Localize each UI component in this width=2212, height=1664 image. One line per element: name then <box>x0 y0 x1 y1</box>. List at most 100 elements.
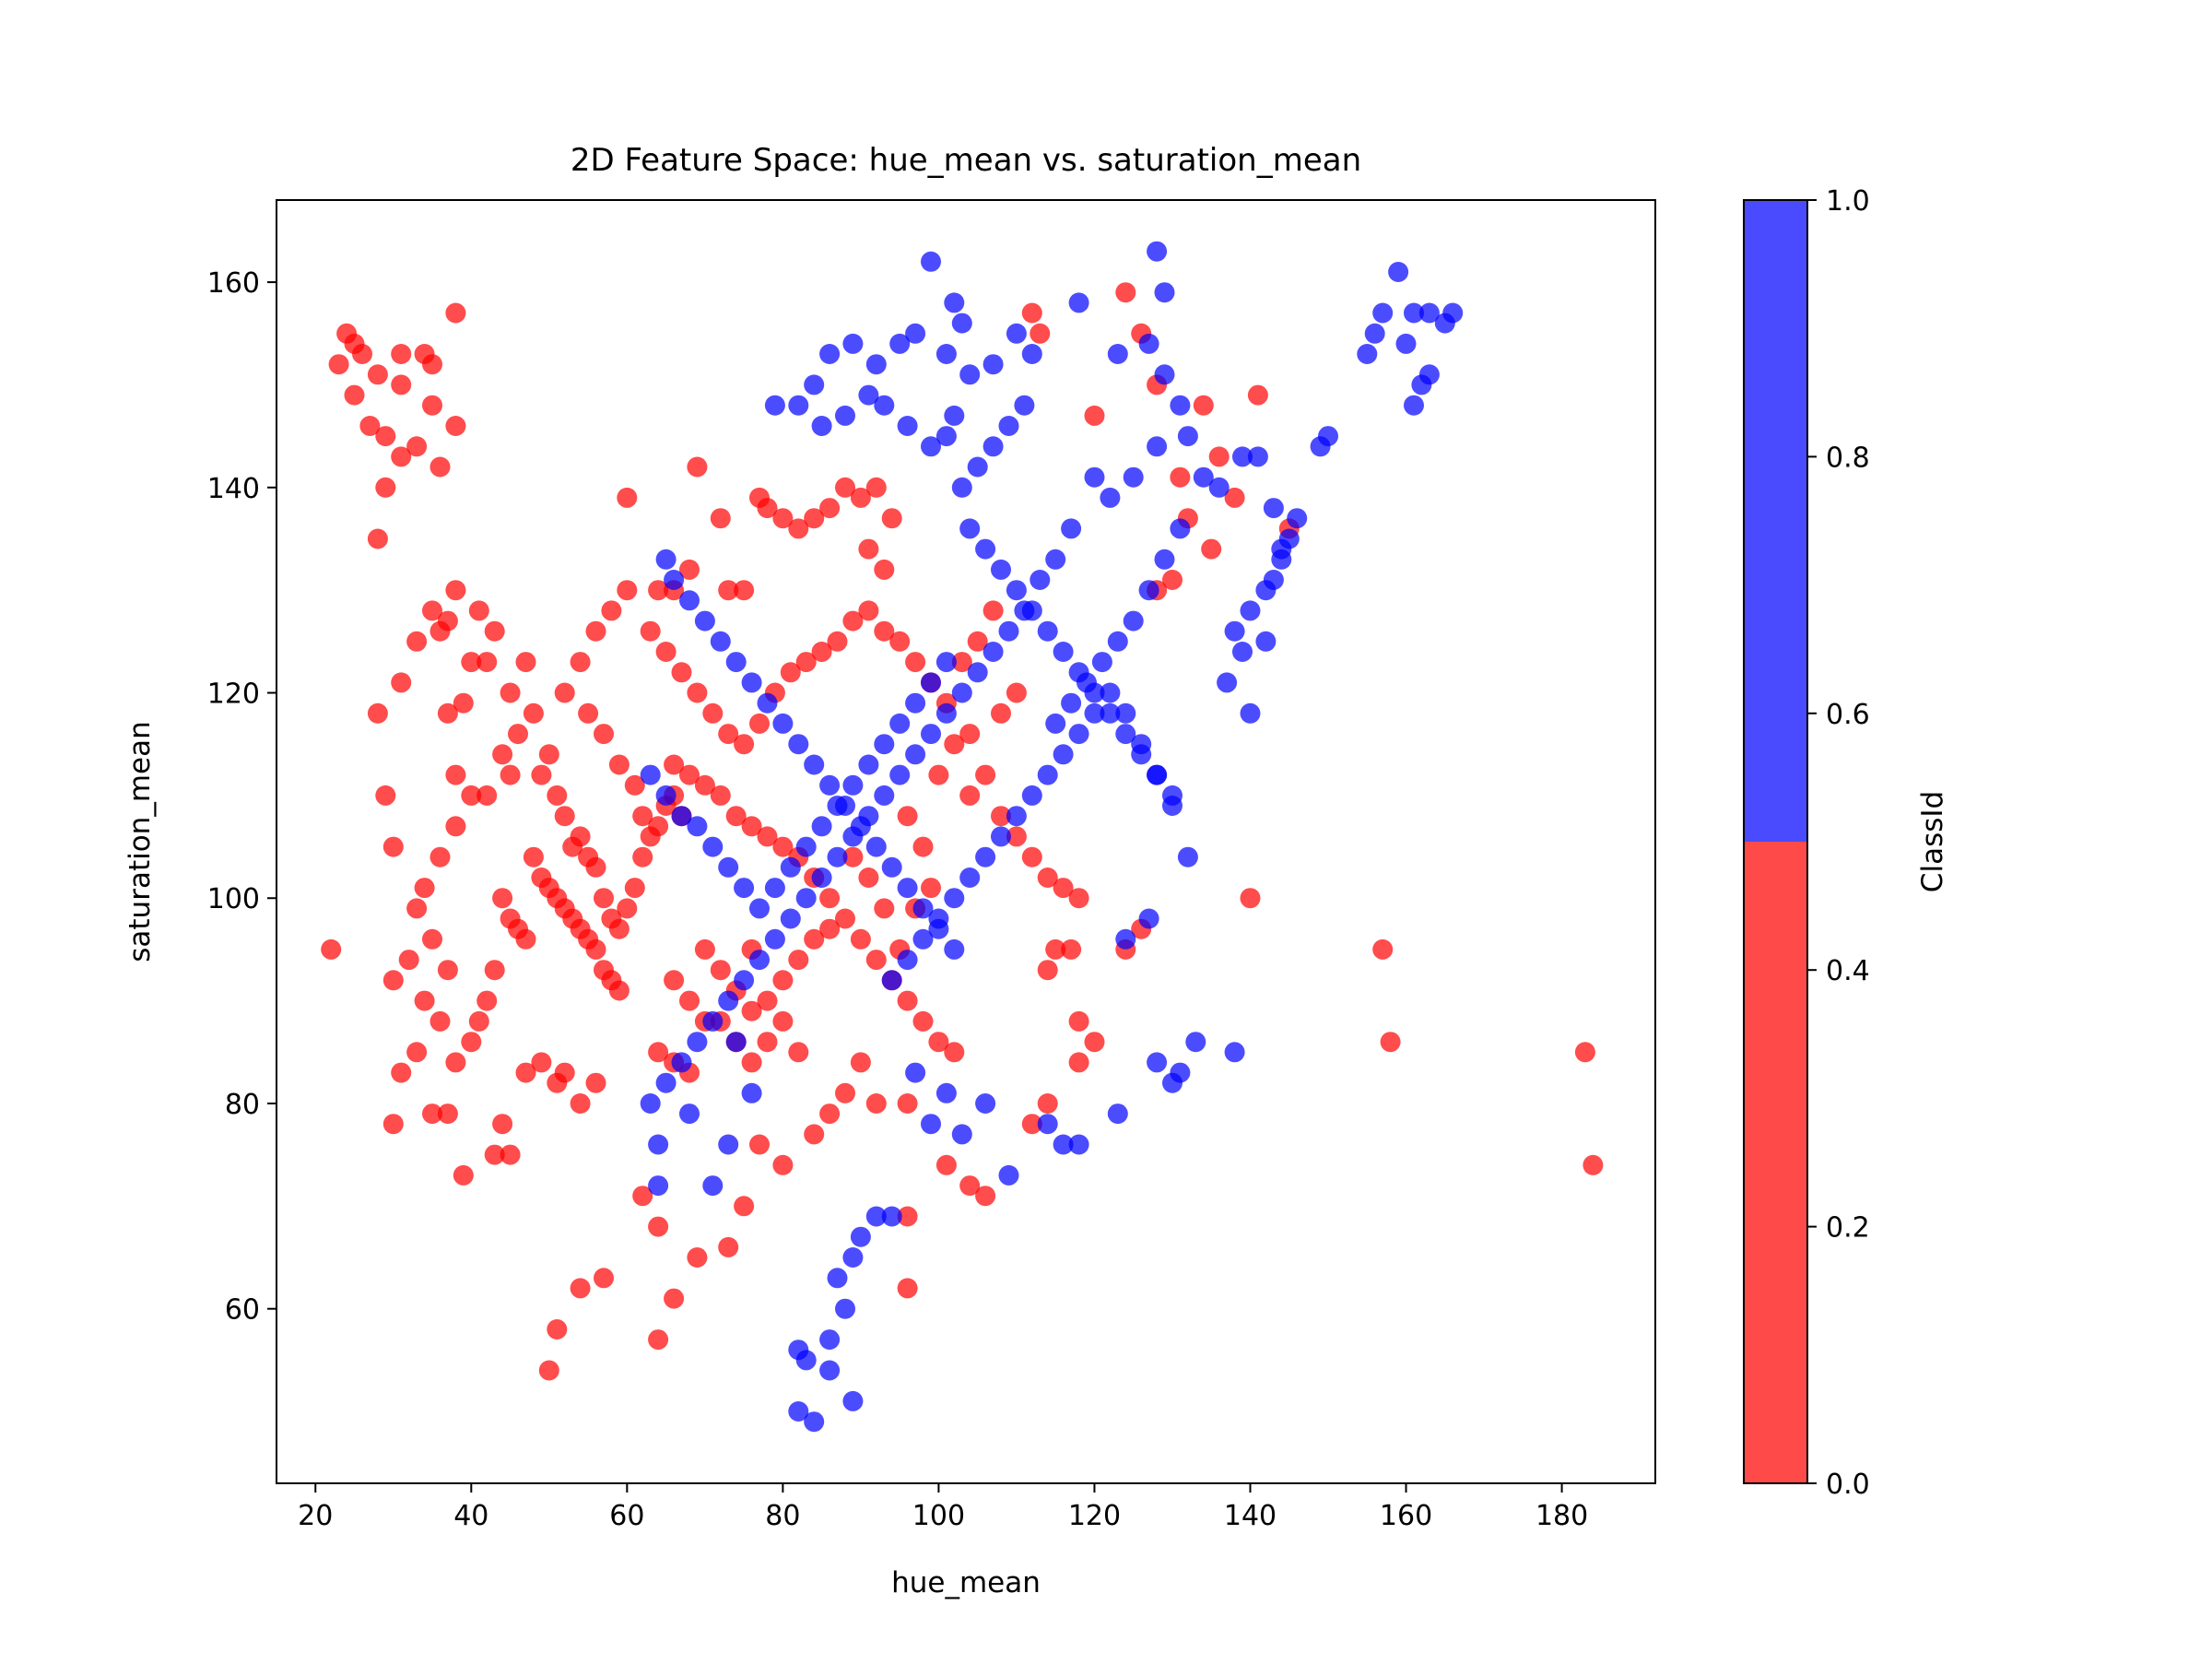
data-point-class-0 <box>468 600 489 621</box>
y-tick-label: 80 <box>225 1089 260 1121</box>
data-point-class-0 <box>788 518 809 539</box>
data-point-class-0 <box>772 1010 794 1032</box>
data-point-class-1 <box>1014 395 1035 416</box>
data-point-class-0 <box>897 1093 918 1114</box>
data-point-class-1 <box>1404 395 1424 416</box>
data-point-class-1 <box>991 826 1011 847</box>
data-point-class-1 <box>1193 466 1214 488</box>
data-point-class-0 <box>406 436 428 457</box>
data-point-class-1 <box>959 518 981 539</box>
data-point-class-0 <box>437 610 458 631</box>
x-tick-label: 60 <box>609 1500 644 1532</box>
data-point-class-0 <box>1084 405 1105 426</box>
colorbar-segment-class-1 <box>1744 200 1807 842</box>
y-tick-label: 120 <box>207 679 260 711</box>
data-point-class-0 <box>1583 1154 1604 1175</box>
data-point-class-0 <box>500 1144 521 1165</box>
data-point-class-0 <box>858 538 879 560</box>
colorbar-tick-label: 0.0 <box>1826 1469 1870 1501</box>
data-point-class-0 <box>858 867 879 888</box>
data-point-class-1 <box>1372 302 1394 324</box>
data-point-class-0 <box>500 682 521 703</box>
data-point-class-1 <box>764 928 785 950</box>
data-point-class-0 <box>819 918 841 939</box>
data-point-class-0 <box>757 990 778 1011</box>
x-axis-label: hue_mean <box>891 1566 1041 1599</box>
data-point-class-0 <box>975 764 996 785</box>
x-tick-label: 20 <box>298 1500 333 1532</box>
data-point-class-0 <box>445 580 466 601</box>
data-point-class-0 <box>1170 466 1191 488</box>
data-point-class-0 <box>500 764 521 785</box>
data-point-class-1 <box>951 682 972 703</box>
data-point-class-0 <box>594 1268 614 1289</box>
data-point-class-0 <box>531 764 552 785</box>
data-point-class-1 <box>1240 600 1261 621</box>
colorbar: 0.0 0.2 0.4 0.6 0.8 1.0 ClassId <box>1743 185 1949 1501</box>
data-point-class-0 <box>718 724 739 745</box>
data-point-class-0 <box>944 734 965 755</box>
data-point-class-0 <box>819 498 841 519</box>
data-point-class-1 <box>1006 580 1027 601</box>
data-point-class-1 <box>897 950 918 971</box>
data-point-class-0 <box>445 764 466 785</box>
data-point-class-1 <box>912 928 934 950</box>
data-point-class-1 <box>874 785 895 806</box>
data-point-class-0 <box>648 1042 669 1063</box>
colorbar-label: ClassId <box>1916 791 1949 892</box>
data-point-class-0 <box>772 970 794 991</box>
data-point-class-1 <box>1123 466 1144 488</box>
data-point-class-1 <box>842 774 864 796</box>
data-point-class-1 <box>835 1298 855 1319</box>
data-point-class-1 <box>842 1390 864 1411</box>
data-point-class-0 <box>671 662 692 683</box>
data-point-class-0 <box>492 888 513 909</box>
data-point-class-0 <box>538 1360 559 1381</box>
data-point-class-0 <box>391 672 412 693</box>
data-point-class-1 <box>1170 1062 1191 1083</box>
data-point-class-0 <box>687 1247 708 1268</box>
data-point-class-0 <box>617 487 638 508</box>
data-point-class-0 <box>648 816 669 837</box>
data-point-class-0 <box>523 846 544 867</box>
data-point-class-1 <box>741 672 762 693</box>
data-point-class-1 <box>718 990 739 1011</box>
data-point-class-0 <box>344 384 365 406</box>
data-point-class-0 <box>453 1164 474 1186</box>
data-point-class-1 <box>991 559 1011 580</box>
data-point-class-0 <box>842 610 864 631</box>
data-point-class-0 <box>1380 1032 1401 1053</box>
data-point-class-0 <box>523 702 544 724</box>
data-point-class-1 <box>655 1072 677 1093</box>
data-point-class-0 <box>648 1329 669 1351</box>
data-point-class-0 <box>1006 826 1027 847</box>
data-point-class-1 <box>640 1093 661 1114</box>
data-point-class-0 <box>422 354 442 375</box>
data-point-class-0 <box>1115 282 1136 303</box>
data-point-class-1 <box>1357 344 1378 364</box>
data-point-class-0 <box>414 878 435 899</box>
data-point-class-0 <box>321 938 342 960</box>
data-point-class-1 <box>694 610 715 631</box>
data-point-class-1 <box>1232 446 1253 467</box>
data-point-class-0 <box>594 888 614 909</box>
data-point-class-0 <box>718 580 739 601</box>
data-point-class-1 <box>1255 580 1277 601</box>
data-point-class-1 <box>1255 631 1277 652</box>
data-point-class-0 <box>694 774 715 796</box>
data-point-class-0 <box>858 600 879 621</box>
data-point-class-1 <box>1395 333 1417 354</box>
data-point-class-0 <box>375 785 396 806</box>
data-point-class-1 <box>655 549 677 570</box>
data-point-class-0 <box>749 713 770 734</box>
data-point-class-0 <box>554 806 575 827</box>
data-point-class-0 <box>624 878 645 899</box>
data-point-class-1 <box>1030 570 1051 590</box>
data-point-class-0 <box>570 652 591 673</box>
data-point-class-1 <box>889 713 911 734</box>
data-point-class-1 <box>1278 528 1300 549</box>
data-point-class-0 <box>679 764 700 785</box>
data-point-class-0 <box>679 559 700 580</box>
data-point-class-1 <box>944 405 965 426</box>
